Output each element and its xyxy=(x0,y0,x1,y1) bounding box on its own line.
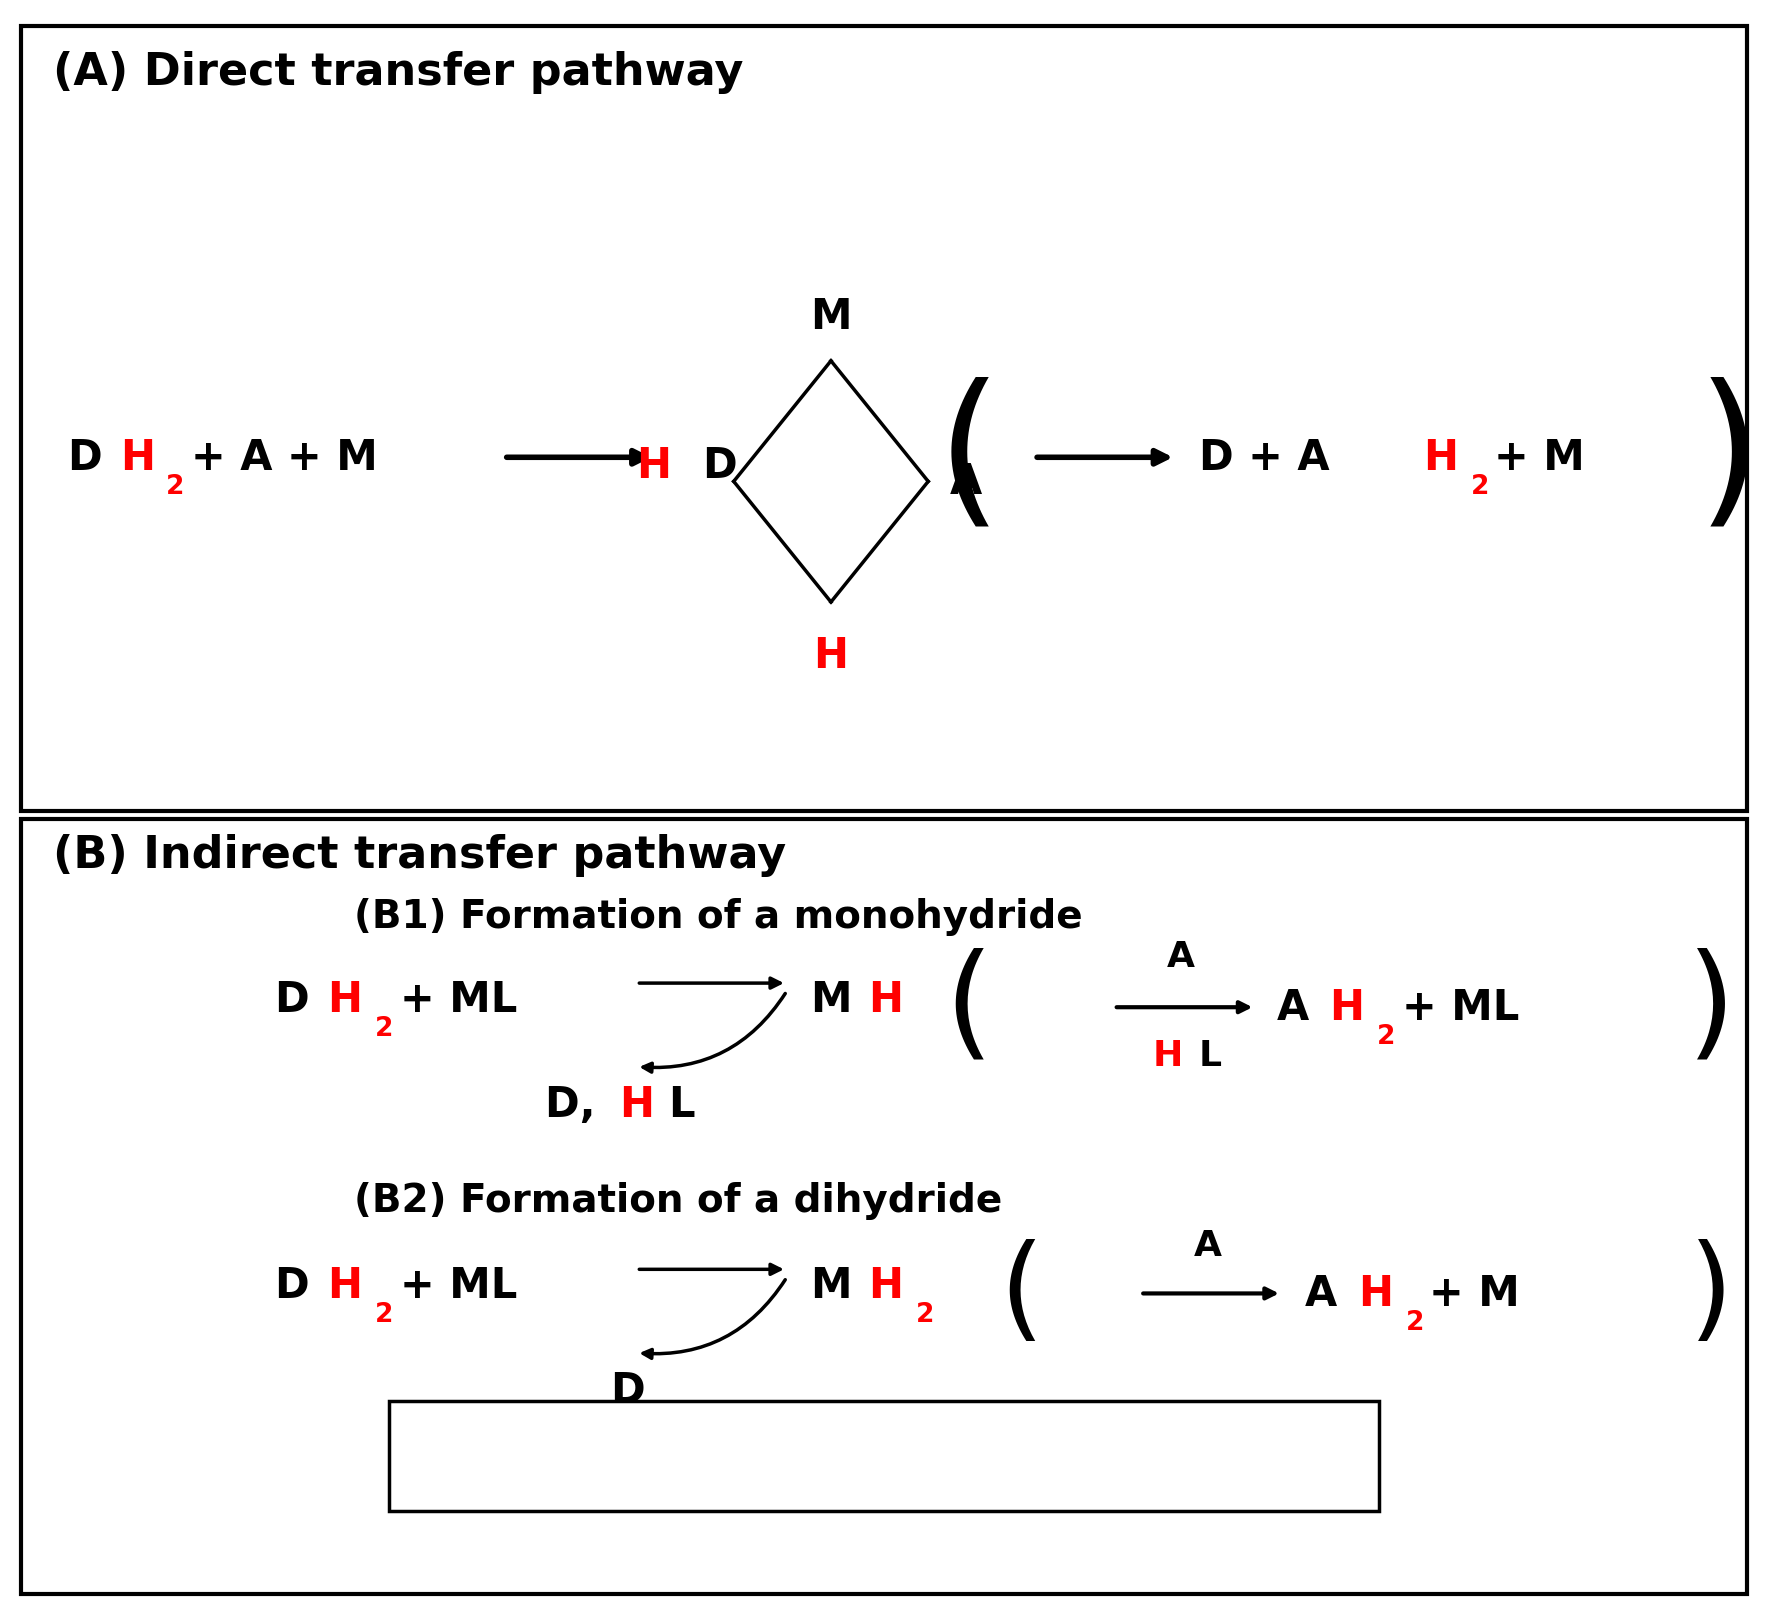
Bar xyxy=(21,820,1747,1594)
Bar xyxy=(21,27,1747,812)
Text: D: D xyxy=(274,979,309,1020)
Text: + ML: + ML xyxy=(400,979,516,1020)
Text: H: H xyxy=(1153,1038,1183,1073)
Text: (B2) Formation of a dihydride: (B2) Formation of a dihydride xyxy=(354,1181,1002,1220)
Text: H: H xyxy=(619,1083,654,1125)
Text: (: ( xyxy=(999,1237,1045,1350)
Text: D: D xyxy=(610,1369,645,1411)
Text: (B) Indirect transfer pathway: (B) Indirect transfer pathway xyxy=(53,834,787,876)
Text: D = donor   A = acceptor   M = metal: D = donor A = acceptor M = metal xyxy=(509,1438,1259,1474)
Text: H: H xyxy=(120,437,156,479)
Text: H: H xyxy=(1358,1273,1393,1315)
Text: 2: 2 xyxy=(1377,1024,1395,1049)
Text: H: H xyxy=(636,445,672,487)
Text: H: H xyxy=(868,1265,903,1306)
Text: 2: 2 xyxy=(375,1302,392,1327)
Text: A: A xyxy=(949,461,981,503)
Text: L: L xyxy=(1199,1038,1222,1073)
Text: A: A xyxy=(1276,987,1308,1028)
Text: + ML: + ML xyxy=(1402,987,1519,1028)
Text: (A) Direct transfer pathway: (A) Direct transfer pathway xyxy=(53,51,743,93)
Text: A: A xyxy=(1193,1228,1222,1263)
Text: ): ) xyxy=(1697,376,1761,540)
Text: + A + M: + A + M xyxy=(191,437,378,479)
Text: D: D xyxy=(67,437,103,479)
Text: 2: 2 xyxy=(375,1016,392,1041)
Text: + M: + M xyxy=(1494,437,1584,479)
Text: A: A xyxy=(1305,1273,1337,1315)
Text: (B1) Formation of a monohydride: (B1) Formation of a monohydride xyxy=(354,897,1082,935)
Text: 2: 2 xyxy=(166,474,184,500)
Text: H: H xyxy=(327,979,362,1020)
Text: H: H xyxy=(1330,987,1365,1028)
Text: H: H xyxy=(868,979,903,1020)
Text: (: ( xyxy=(944,947,994,1069)
Text: M: M xyxy=(810,979,850,1020)
Text: + ML: + ML xyxy=(400,1265,516,1306)
Text: H: H xyxy=(327,1265,362,1306)
Text: (: ( xyxy=(937,376,1001,540)
Text: ): ) xyxy=(1687,947,1736,1069)
Text: D + A: D + A xyxy=(1199,437,1330,479)
Text: D: D xyxy=(274,1265,309,1306)
Text: 2: 2 xyxy=(1471,474,1489,500)
Text: ): ) xyxy=(1688,1237,1734,1350)
Text: 2: 2 xyxy=(1406,1310,1423,1335)
Text: M: M xyxy=(810,296,852,337)
Bar xyxy=(389,1401,1379,1511)
Text: 2: 2 xyxy=(916,1302,934,1327)
Text: D: D xyxy=(702,445,737,487)
Text: M: M xyxy=(810,1265,850,1306)
Text: L: L xyxy=(668,1083,695,1125)
Text: A: A xyxy=(1167,938,1195,974)
Text: + M: + M xyxy=(1429,1273,1519,1315)
Text: D,: D, xyxy=(545,1083,610,1125)
Text: H: H xyxy=(1423,437,1459,479)
Text: H: H xyxy=(813,635,849,677)
